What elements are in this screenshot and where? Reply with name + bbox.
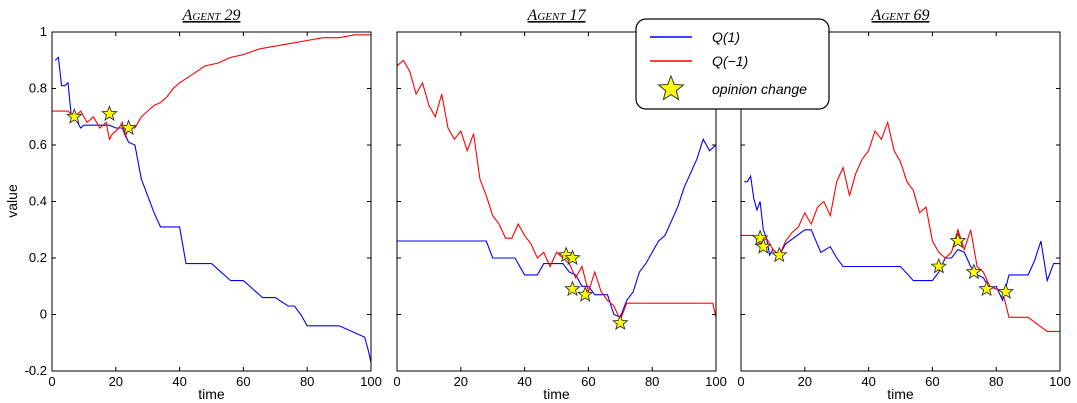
q-neg1-line (397, 59, 716, 322)
y-tick-label: 1 (40, 24, 47, 39)
legend-box (635, 18, 830, 110)
x-axis-label: time (887, 386, 914, 402)
opinion-change-star (997, 283, 1015, 300)
legend-label: Q(1) (712, 29, 740, 45)
x-tick-label: 100 (1049, 374, 1071, 389)
y-tick-label: 0.4 (29, 194, 47, 209)
q-neg1-line (741, 120, 1060, 332)
opinion-change-star (101, 105, 118, 122)
y-tick-label: 0 (40, 307, 47, 322)
x-tick-label: 100 (360, 374, 382, 389)
legend-star-icon (657, 74, 685, 101)
panel-title: Agent 17 (527, 7, 587, 24)
panel-3: Agent 69 time 0 20 40 60 80 100 (737, 7, 1070, 402)
axes-frame (396, 31, 717, 372)
x-tick-label: 40 (517, 374, 531, 389)
opinion-change-star (564, 280, 581, 297)
x-tick-label: 20 (798, 374, 812, 389)
x-tick-label: 80 (989, 374, 1003, 389)
plot-area (397, 59, 716, 322)
x-tick-label: 60 (236, 374, 250, 389)
opinion-change-star (949, 232, 967, 249)
opinion-change-star (576, 285, 594, 302)
axes-frame (740, 31, 1061, 372)
opinion-change-star (751, 229, 769, 246)
panel-2: Agent 17 time 0 20 40 60 80 100 (393, 7, 726, 402)
x-tick-label: 40 (861, 374, 875, 389)
panel-title: Agent 29 (182, 7, 241, 24)
opinion-change-star (755, 237, 772, 254)
x-tick-label: 60 (581, 374, 595, 389)
q-neg1-line (52, 34, 371, 141)
panel-title: Agent 69 (871, 7, 930, 24)
opinion-change-star (65, 108, 83, 124)
y-tick-label: -0.2 (25, 363, 47, 378)
x-tick-label: 0 (48, 374, 55, 389)
opinion-change-star (930, 257, 948, 274)
opinion-change-star (978, 280, 995, 297)
x-tick-label: 100 (705, 374, 727, 389)
legend-label: Q(−1) (712, 53, 748, 69)
q1-line (744, 174, 1060, 303)
opinion-change-star (564, 249, 581, 266)
q1-line (397, 137, 716, 319)
opinion-change-star (770, 246, 788, 263)
plot-area (52, 34, 371, 363)
x-tick-label: 20 (109, 374, 123, 389)
y-tick-label: 0.8 (29, 81, 47, 96)
opinion-change-star (612, 314, 629, 331)
x-tick-label: 40 (172, 374, 186, 389)
x-tick-label: 0 (393, 374, 400, 389)
axes-frame (51, 31, 372, 372)
legend-label: opinion change (712, 81, 807, 97)
q1-line (54, 56, 371, 363)
opinion-change-star (120, 119, 137, 136)
x-tick-label: 0 (737, 374, 744, 389)
x-tick-label: 80 (645, 374, 659, 389)
x-tick-label: 60 (925, 374, 939, 389)
legend: Q(1) Q(−1) opinion change (635, 18, 830, 110)
y-tick-label: 0.2 (29, 250, 47, 265)
x-axis-label: time (543, 386, 570, 402)
opinion-change-star (965, 263, 983, 280)
x-tick-label: 80 (300, 374, 314, 389)
plot-area (741, 120, 1060, 332)
x-axis-label: time (198, 386, 225, 402)
y-tick-label: 0.6 (29, 137, 47, 152)
x-tick-label: 20 (454, 374, 468, 389)
y-axis-label: value (4, 184, 20, 218)
